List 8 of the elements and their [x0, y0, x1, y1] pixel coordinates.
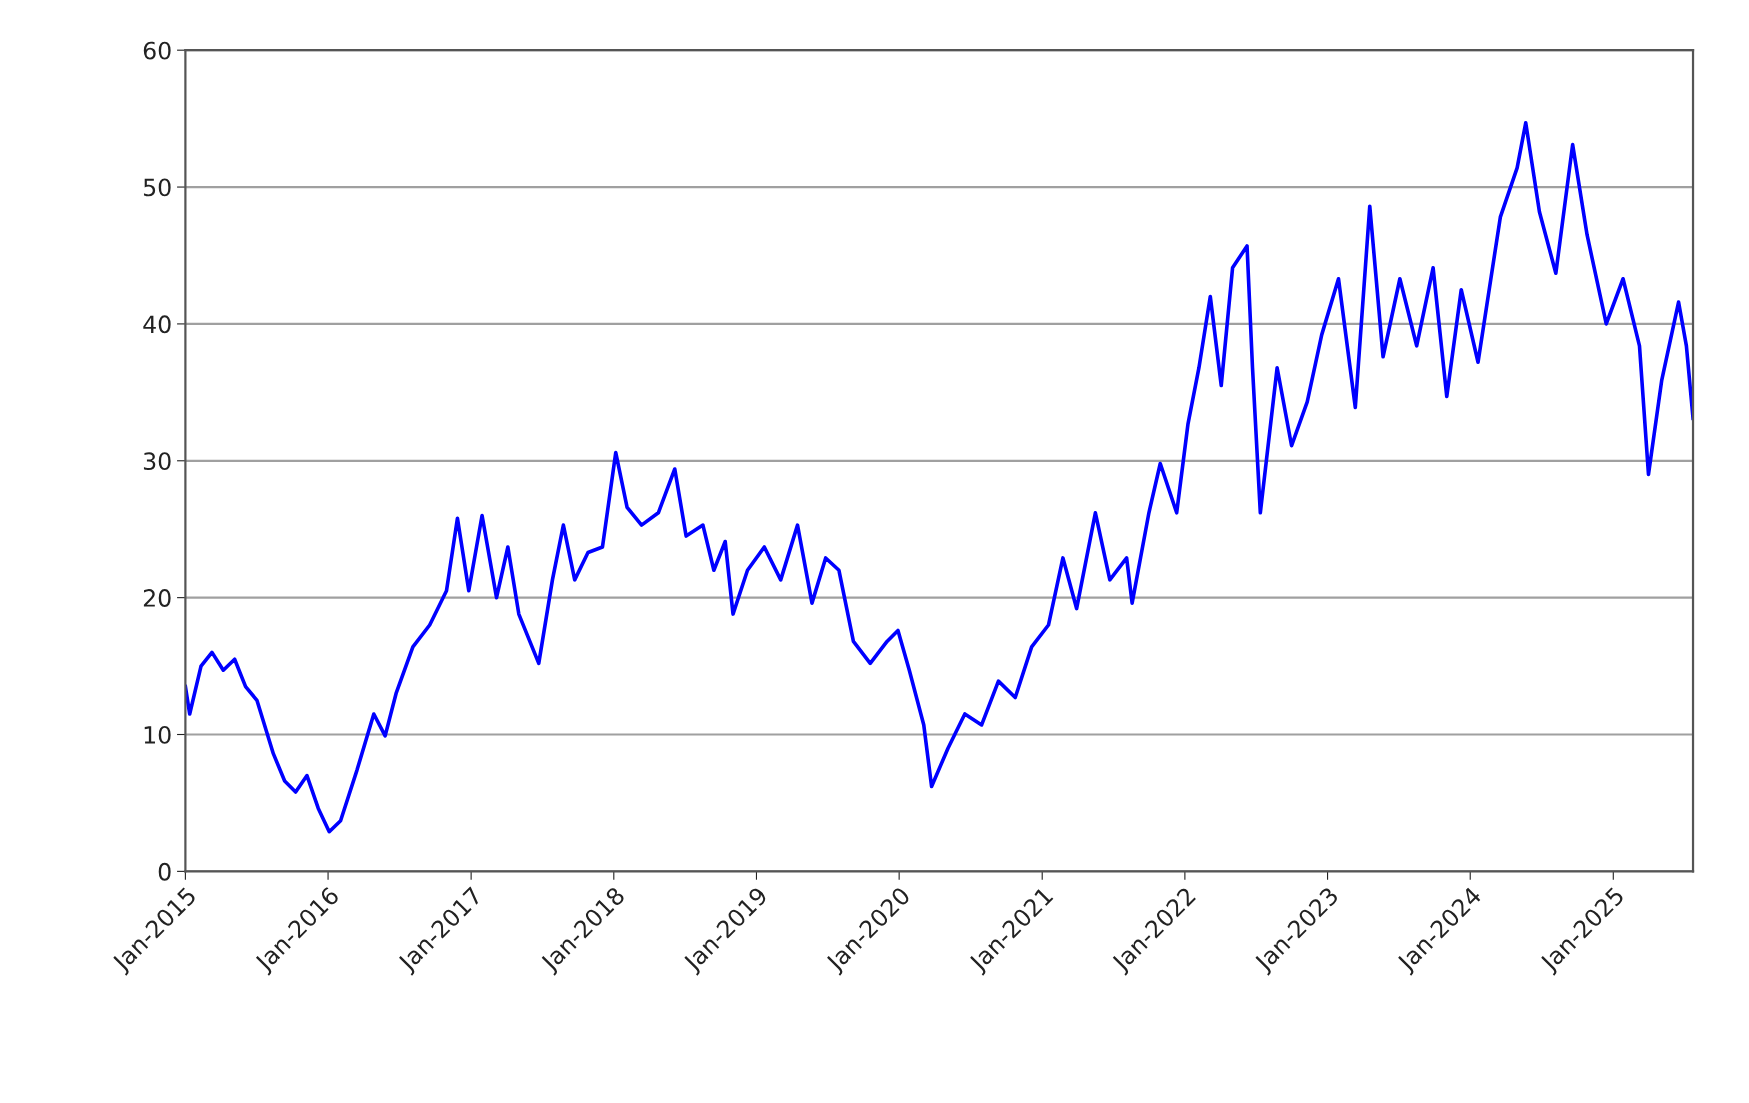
y-tick-label: 20	[143, 589, 171, 607]
y-tick-label: 50	[143, 178, 171, 197]
y-tick-label: 60	[143, 41, 171, 60]
line-series	[185, 120, 1694, 834]
y-tick-label: 40	[143, 315, 171, 334]
y-tick-label: 0	[158, 862, 171, 881]
y-tick-label: 30	[143, 452, 171, 471]
y-tick-label: 10	[144, 725, 171, 744]
